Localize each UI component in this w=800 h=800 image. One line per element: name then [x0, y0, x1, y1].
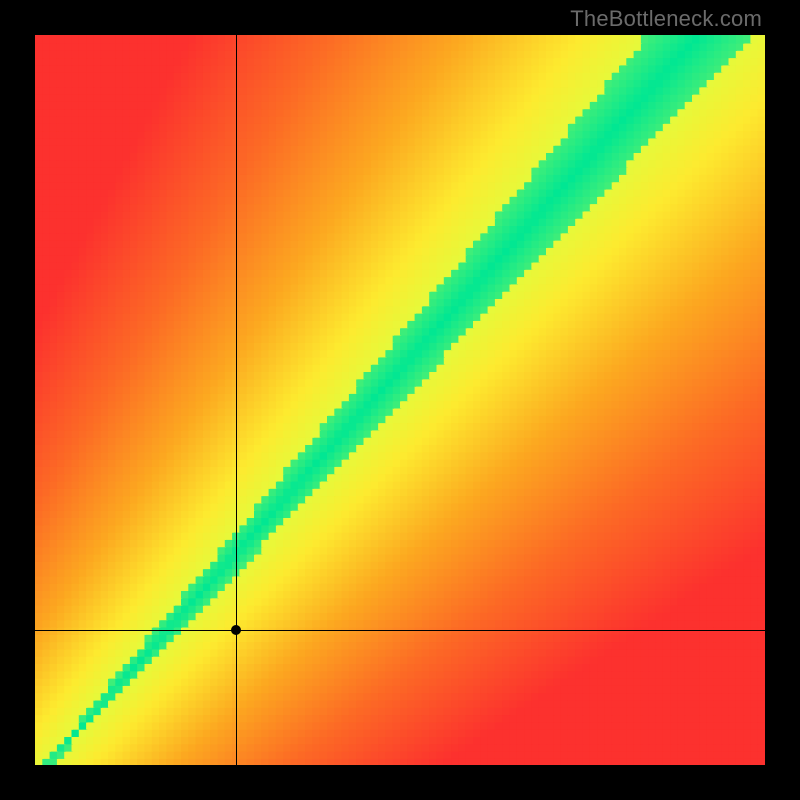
- watermark-text: TheBottleneck.com: [570, 6, 762, 32]
- bottleneck-marker: [231, 625, 241, 635]
- heatmap-canvas: [35, 35, 765, 765]
- crosshair-horizontal: [35, 630, 765, 631]
- crosshair-vertical: [236, 35, 237, 765]
- heatmap-plot: [35, 35, 765, 765]
